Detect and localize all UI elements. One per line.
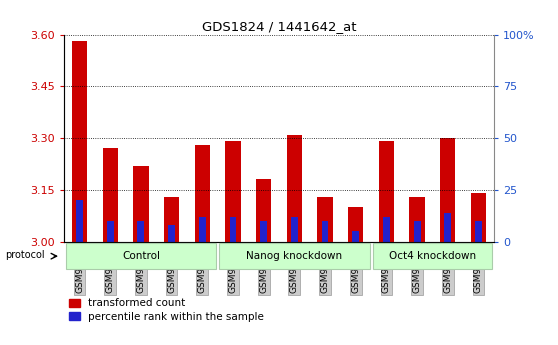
Bar xyxy=(440,138,455,241)
Bar xyxy=(76,200,83,242)
Title: GDS1824 / 1441642_at: GDS1824 / 1441642_at xyxy=(202,20,356,33)
Bar xyxy=(413,221,421,242)
Bar xyxy=(321,221,329,242)
Bar xyxy=(291,217,298,241)
Bar xyxy=(348,207,363,242)
Bar xyxy=(107,221,114,242)
Bar xyxy=(225,141,240,242)
Bar xyxy=(318,197,333,241)
Bar xyxy=(287,135,302,242)
Bar xyxy=(410,197,425,241)
FancyBboxPatch shape xyxy=(373,243,492,269)
Text: Oct4 knockdown: Oct4 knockdown xyxy=(389,250,476,260)
FancyBboxPatch shape xyxy=(66,243,216,269)
Legend: transformed count, percentile rank within the sample: transformed count, percentile rank withi… xyxy=(69,298,264,322)
FancyBboxPatch shape xyxy=(219,243,369,269)
Bar xyxy=(383,217,390,241)
Text: Control: Control xyxy=(122,250,160,260)
Bar xyxy=(133,166,148,242)
Bar xyxy=(164,197,179,241)
Bar xyxy=(379,141,394,242)
Text: protocol: protocol xyxy=(5,250,45,260)
Bar xyxy=(444,213,451,242)
Bar xyxy=(168,225,175,241)
Bar xyxy=(195,145,210,242)
Bar xyxy=(256,179,271,242)
Bar xyxy=(103,148,118,242)
Bar xyxy=(137,221,145,242)
Bar xyxy=(229,217,237,241)
Text: Nanog knockdown: Nanog knockdown xyxy=(246,250,343,260)
Bar xyxy=(352,231,359,241)
Bar xyxy=(260,221,267,242)
Bar xyxy=(475,221,482,242)
Bar xyxy=(72,41,87,242)
Bar xyxy=(471,193,486,242)
Bar xyxy=(199,217,206,241)
